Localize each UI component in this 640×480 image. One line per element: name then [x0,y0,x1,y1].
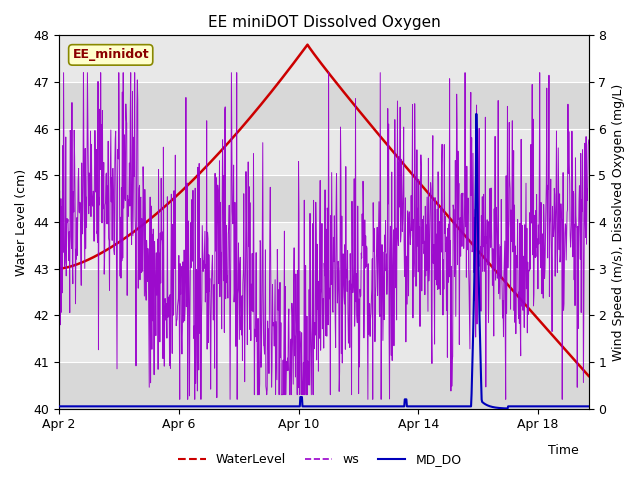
WaterLevel [55,266,63,272]
ws [55,209,63,215]
MD_DO [289,404,296,409]
Text: EE_minidot: EE_minidot [72,48,149,61]
MD_DO [504,406,511,411]
ws [60,70,67,75]
ws [235,240,243,246]
MD_DO [468,372,476,378]
MD_DO [419,404,427,409]
Bar [59,362,589,408]
Bar [59,129,589,175]
Bar [59,222,589,269]
Y-axis label: Water Level (cm): Water Level (cm) [15,168,28,276]
WaterLevel [585,373,593,379]
Bar [59,315,589,362]
Line: MD_DO: MD_DO [59,114,589,408]
WaterLevel [343,93,351,98]
WaterLevel [490,266,498,272]
Y-axis label: Wind Speed (m/s), Dissolved Oxygen (mg/L): Wind Speed (m/s), Dissolved Oxygen (mg/L… [612,84,625,360]
ws [286,392,294,397]
ws [335,258,342,264]
WaterLevel [372,128,380,133]
MD_DO [109,404,117,409]
ws [585,137,593,143]
WaterLevel [573,360,581,366]
Bar [59,82,589,129]
WaterLevel [311,52,319,58]
Text: Time: Time [548,444,579,456]
MD_DO [55,404,63,409]
Bar [59,269,589,315]
ws [126,203,134,209]
Title: EE miniDOT Dissolved Oxygen: EE miniDOT Dissolved Oxygen [207,15,440,30]
ws [176,396,184,402]
Bar [59,175,589,222]
MD_DO [478,399,486,405]
WaterLevel [303,42,311,48]
ws [145,323,153,329]
Line: WaterLevel: WaterLevel [59,45,589,376]
MD_DO [269,404,277,409]
MD_DO [585,404,593,409]
WaterLevel [308,48,316,54]
MD_DO [472,111,480,117]
Bar [59,36,589,82]
Legend: WaterLevel, ws, MD_DO: WaterLevel, ws, MD_DO [173,448,467,471]
Line: ws: ws [59,72,589,399]
ws [346,278,353,284]
